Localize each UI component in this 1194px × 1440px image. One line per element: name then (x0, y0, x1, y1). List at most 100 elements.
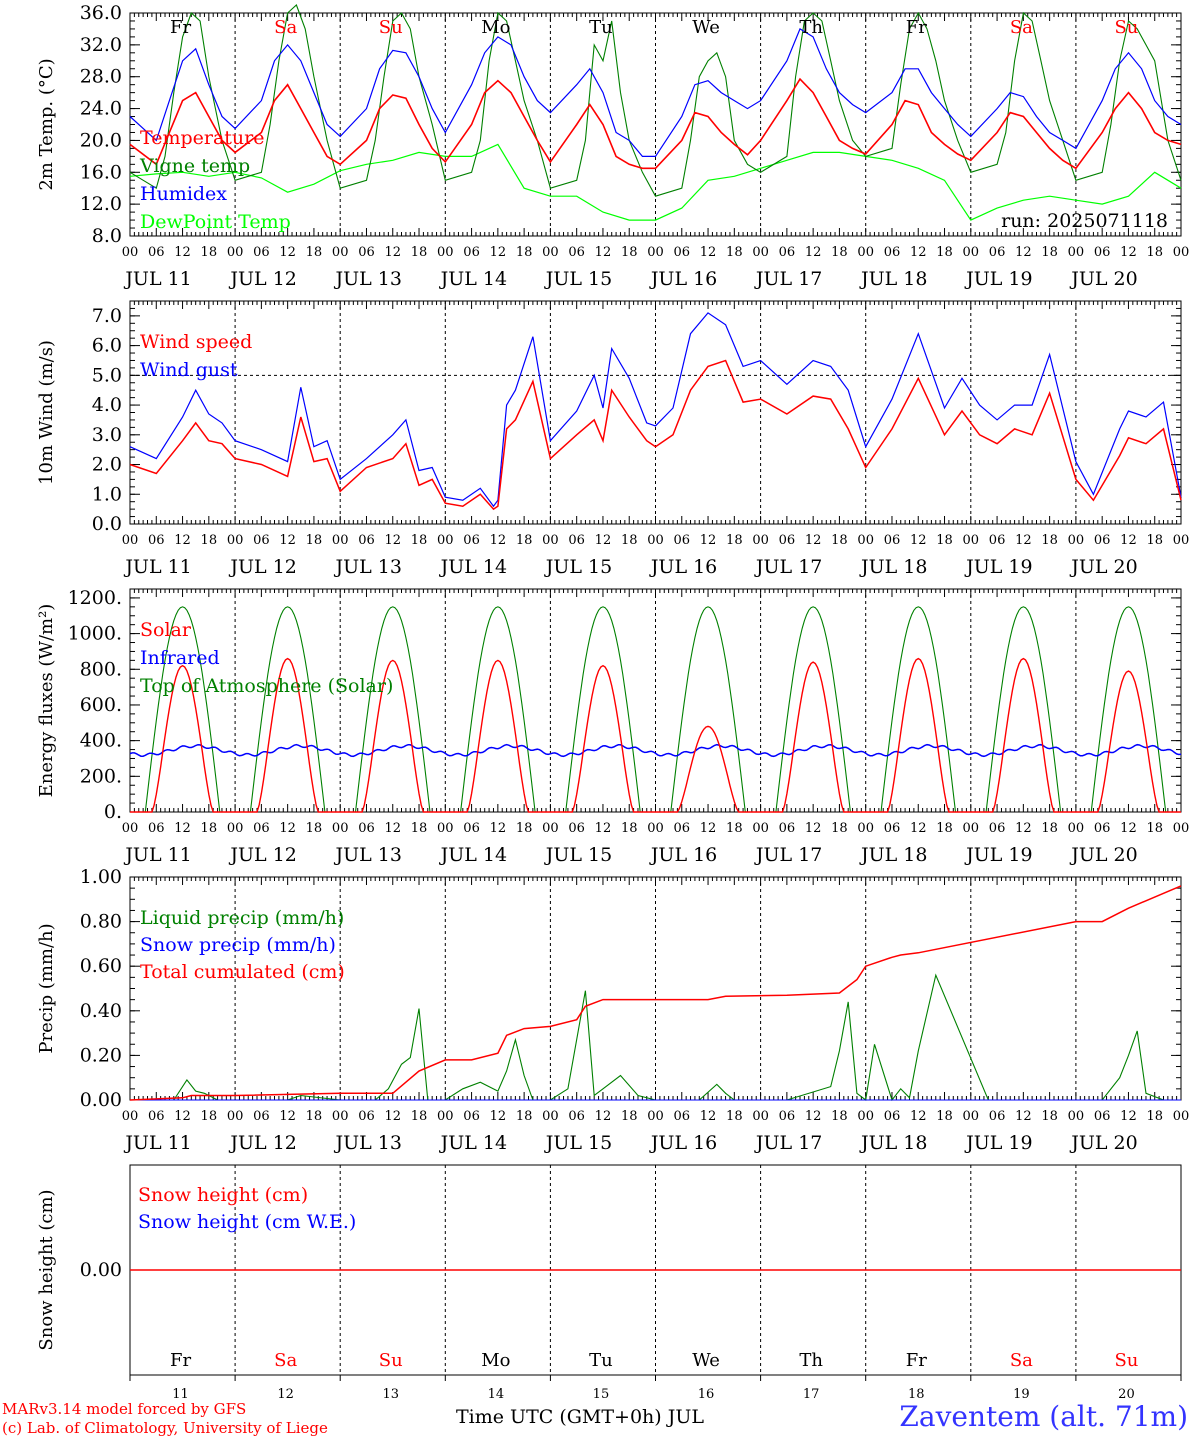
hour-tick-label: 18 (411, 1109, 428, 1124)
y-tick-label: 0. (104, 801, 122, 823)
legend-temperature: Temperature (140, 127, 264, 149)
y-tick-label: 6.0 (92, 335, 122, 357)
hour-tick-label: 18 (201, 1109, 218, 1124)
hour-tick-label: 06 (148, 533, 165, 548)
hour-tick-label: 18 (516, 1109, 533, 1124)
hour-tick-label: 18 (411, 245, 428, 260)
y-tick-label: 20.0 (80, 129, 122, 151)
hour-tick-label: 06 (779, 821, 796, 836)
hour-tick-label: 12 (910, 245, 927, 260)
hour-tick-label: 18 (1146, 245, 1163, 260)
hour-tick-label: 06 (148, 245, 165, 260)
hour-tick-label: 00 (542, 821, 559, 836)
hour-tick-label: 00 (332, 245, 349, 260)
series-wind-speed-line (129, 359, 1182, 511)
legend-snow-precip-mm-h-: Snow precip (mm/h) (140, 934, 336, 956)
hour-tick-label: 00 (752, 533, 769, 548)
day-number-label: 13 (382, 1387, 399, 1402)
date-label: JUL 16 (649, 1132, 717, 1154)
date-label: JUL 16 (649, 844, 717, 866)
date-label: JUL 12 (228, 1132, 296, 1154)
panel-frame-1 (129, 300, 1182, 525)
hour-tick-label: 00 (1068, 245, 1085, 260)
hour-tick-label: 06 (674, 533, 691, 548)
hour-tick-label: 00 (1173, 1109, 1190, 1124)
credit-line-2: (c) Lab. of Climatology, University of L… (2, 1419, 328, 1437)
hour-tick-label: 06 (148, 821, 165, 836)
hour-tick-label: 12 (910, 533, 927, 548)
hour-tick-label: 12 (279, 1109, 296, 1124)
day-number-label: 18 (908, 1387, 925, 1402)
y-tick-label: 0.40 (80, 1000, 122, 1022)
hour-tick-label: 06 (568, 533, 585, 548)
hour-tick-label: 06 (989, 245, 1006, 260)
hour-tick-label: 00 (437, 245, 454, 260)
hour-tick-label: 00 (122, 1109, 139, 1124)
hour-tick-label: 00 (857, 821, 874, 836)
panel-frame-0 (129, 12, 1182, 237)
hour-tick-label: 18 (201, 821, 218, 836)
x-axis-label: Time UTC (GMT+0h) JUL (456, 1406, 704, 1428)
legend-total-cumulated-cm-: Total cumulated (cm) (140, 961, 345, 983)
hour-tick-label: 18 (726, 533, 743, 548)
legend-vigne-temp: Vigne temp (139, 155, 250, 177)
hour-tick-label: 18 (1041, 1109, 1058, 1124)
hour-tick-label: 06 (674, 821, 691, 836)
hour-tick-label: 18 (306, 533, 323, 548)
hour-tick-label: 06 (1094, 821, 1111, 836)
y-axis-label: 2m Temp. (°C) (36, 58, 57, 190)
date-label: JUL 18 (859, 556, 927, 578)
series-temperature-line (129, 77, 1182, 170)
hour-tick-label: 18 (621, 533, 638, 548)
hour-tick-label: 06 (1094, 245, 1111, 260)
date-label: JUL 14 (439, 556, 507, 578)
hour-tick-label: 00 (647, 245, 664, 260)
hour-tick-label: 12 (805, 1109, 822, 1124)
hour-tick-label: 06 (358, 821, 375, 836)
hour-tick-label: 12 (1120, 1109, 1137, 1124)
date-label: JUL 12 (228, 844, 296, 866)
hour-tick-label: 00 (332, 533, 349, 548)
hour-tick-label: 00 (963, 533, 980, 548)
date-label: JUL 16 (649, 556, 717, 578)
hour-tick-label: 06 (989, 821, 1006, 836)
series-humidex-line (129, 28, 1182, 157)
credit-line-1: MARv3.14 model forced by GFS (2, 1400, 247, 1418)
hour-tick-label: 00 (963, 1109, 980, 1124)
hour-tick-label: 06 (568, 821, 585, 836)
hour-tick-label: 18 (726, 821, 743, 836)
weekday-label: Sa (274, 1350, 297, 1371)
hour-tick-label: 18 (1146, 533, 1163, 548)
legend-wind-gust: Wind gust (140, 359, 238, 381)
y-tick-label: 0.20 (80, 1044, 122, 1066)
hour-tick-label: 00 (1173, 533, 1190, 548)
hour-tick-label: 00 (857, 1109, 874, 1124)
weekday-label: Fr (170, 1350, 191, 1371)
date-label: JUL 11 (123, 268, 191, 290)
legend-top-of-atmosphere-solar-: Top of Atmosphere (Solar) (140, 675, 393, 697)
hour-tick-label: 00 (227, 1109, 244, 1124)
hour-tick-label: 06 (358, 245, 375, 260)
hour-tick-label: 06 (253, 1109, 270, 1124)
series-infrared-line (129, 743, 1182, 758)
hour-tick-label: 12 (700, 245, 717, 260)
weekday-label: Tu (589, 17, 613, 38)
date-label: JUL 15 (544, 1132, 612, 1154)
hour-tick-label: 00 (1068, 533, 1085, 548)
hour-tick-label: 12 (384, 821, 401, 836)
hour-tick-label: 18 (306, 821, 323, 836)
hour-tick-label: 00 (542, 1109, 559, 1124)
hour-tick-label: 18 (201, 533, 218, 548)
hour-tick-label: 06 (463, 533, 480, 548)
hour-tick-label: 06 (463, 1109, 480, 1124)
hour-tick-label: 18 (936, 1109, 953, 1124)
date-label: JUL 11 (123, 556, 191, 578)
weekday-label: Sa (274, 17, 297, 38)
hour-tick-label: 06 (253, 821, 270, 836)
hour-tick-label: 00 (332, 1109, 349, 1124)
station-name: Zaventem (alt. 71m) (899, 1400, 1188, 1433)
day-number-label: 20 (1118, 1387, 1135, 1402)
hour-tick-label: 12 (910, 821, 927, 836)
date-label: JUL 20 (1069, 844, 1137, 866)
y-tick-label: 0.80 (80, 911, 122, 933)
